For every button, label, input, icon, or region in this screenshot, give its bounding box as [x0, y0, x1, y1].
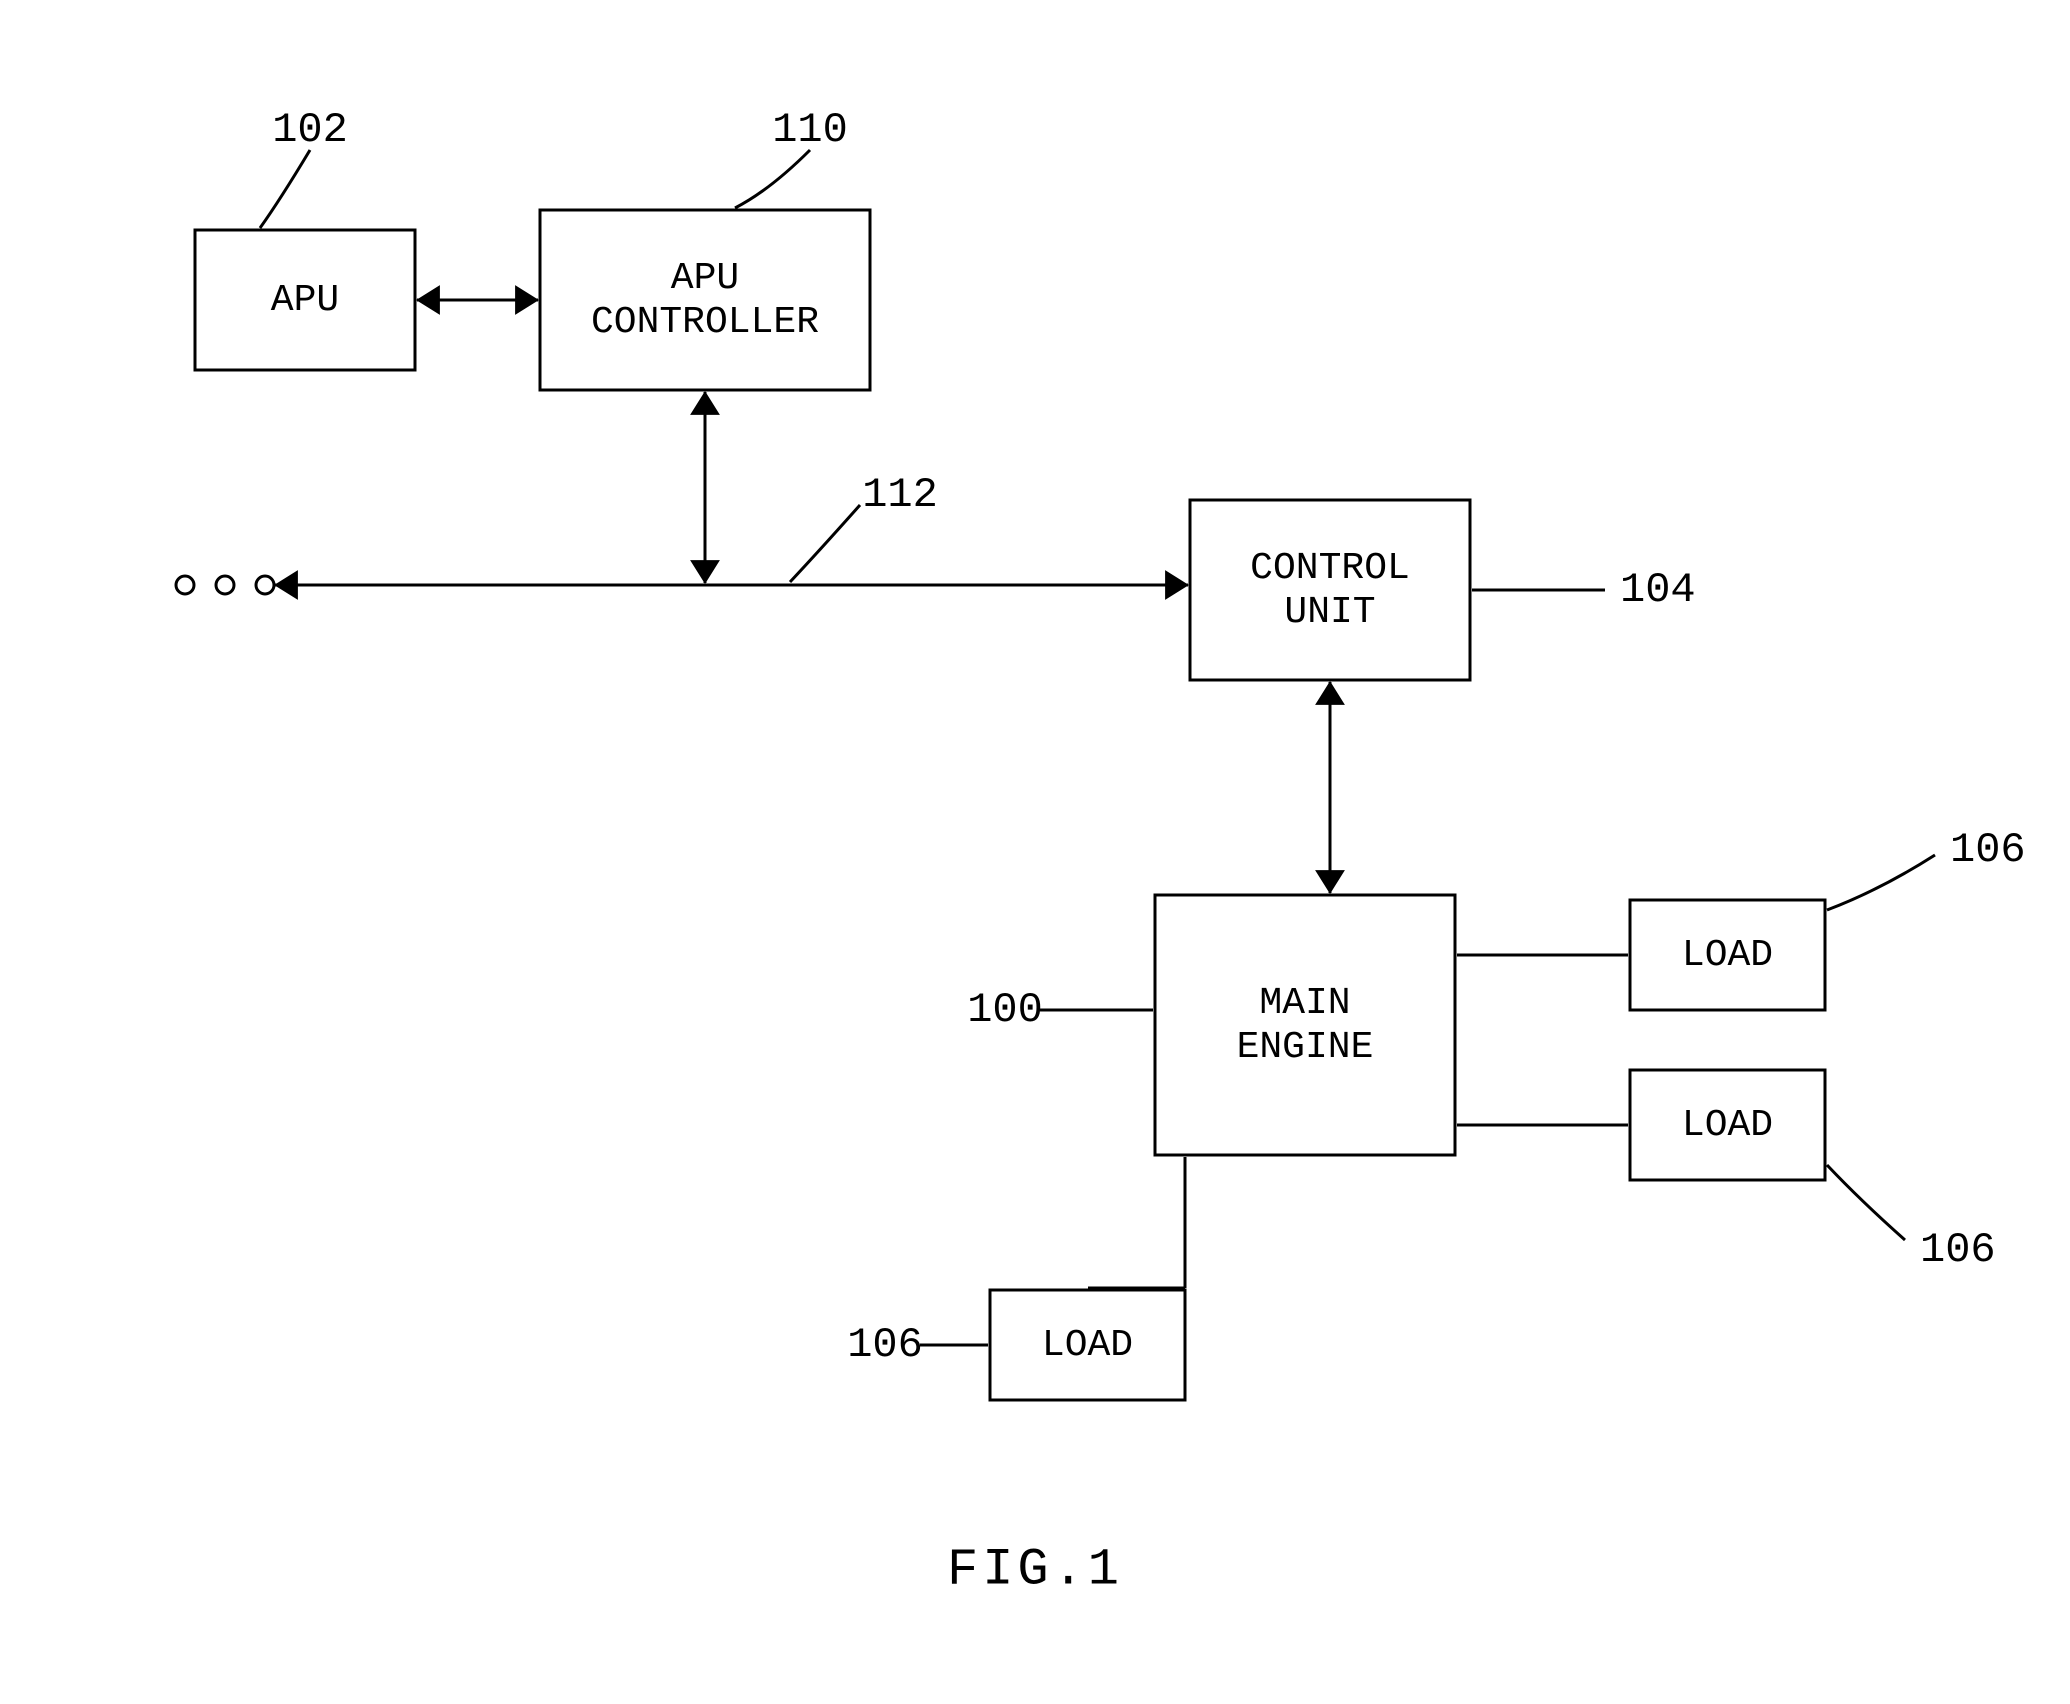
control_unit_ref: 104	[1620, 566, 1696, 614]
apu_controller_ref: 110	[772, 106, 848, 154]
apu_ref-leader	[260, 150, 310, 228]
load_top: LOAD	[1630, 900, 1825, 1010]
apu: APU	[195, 230, 415, 370]
diagram-canvas: APUAPUCONTROLLERCONTROLUNITMAINENGINELOA…	[0, 0, 2070, 1704]
figure-caption: FIG.1	[947, 1541, 1123, 1600]
bus_ref: 112	[862, 471, 938, 519]
bus_ref-leader	[790, 505, 860, 582]
load_bottom-label: LOAD	[1042, 1324, 1133, 1367]
load_mid_ref: 106	[1920, 1226, 1996, 1274]
main_engine-label: ENGINE	[1237, 1026, 1374, 1069]
apu-label: APU	[271, 279, 339, 322]
main_engine-label: MAIN	[1259, 982, 1350, 1025]
apu_controller-label: APU	[671, 257, 739, 300]
apu_ref: 102	[272, 106, 348, 154]
control_unit: CONTROLUNIT	[1190, 500, 1470, 680]
load_mid-label: LOAD	[1682, 1104, 1773, 1147]
control_unit-label: CONTROL	[1250, 547, 1410, 590]
main_engine_ref: 100	[967, 986, 1043, 1034]
apu_controller: APUCONTROLLER	[540, 210, 870, 390]
main_engine: MAINENGINE	[1155, 895, 1455, 1155]
load_top_ref: 106	[1950, 826, 2026, 874]
apu_controller-label: CONTROLLER	[591, 301, 819, 344]
apu_controller_ref-leader	[735, 150, 810, 208]
control_unit-label: UNIT	[1284, 591, 1375, 634]
load_bottom: LOAD	[990, 1290, 1185, 1400]
load_mid_ref-leader	[1827, 1165, 1905, 1240]
load_mid: LOAD	[1630, 1070, 1825, 1180]
load_bottom_ref: 106	[847, 1321, 923, 1369]
load_top_ref-leader	[1827, 855, 1935, 910]
load_top-label: LOAD	[1682, 934, 1773, 977]
